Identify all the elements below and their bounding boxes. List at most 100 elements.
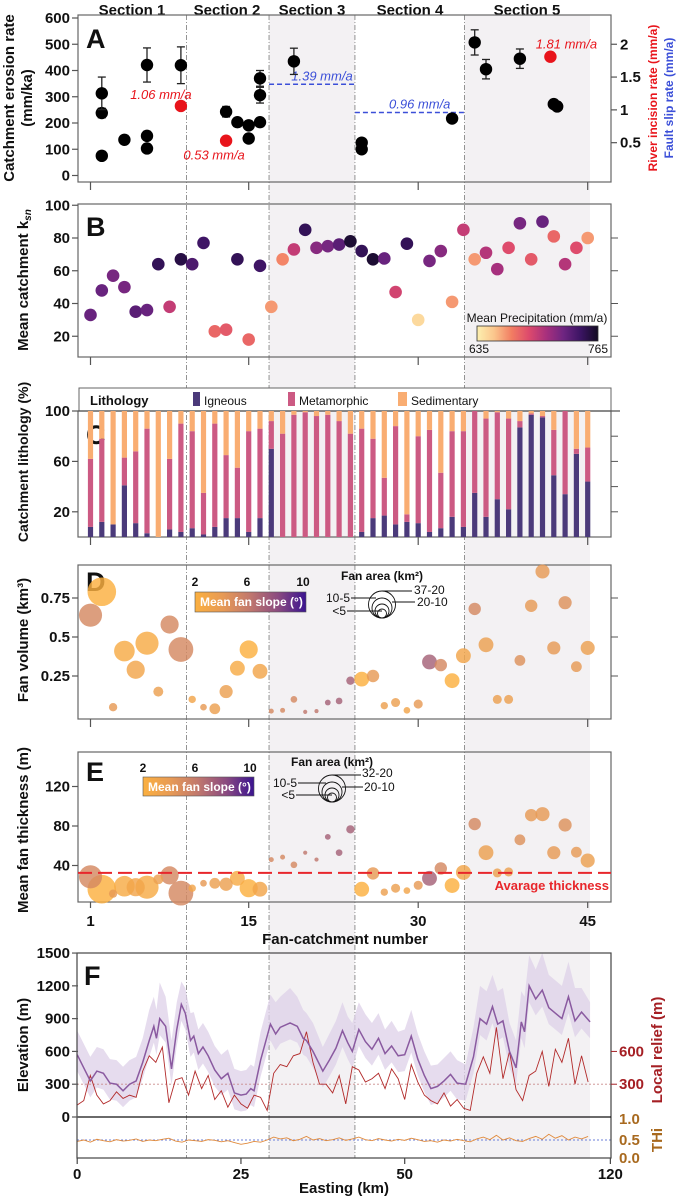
ksn-point bbox=[355, 244, 369, 258]
ksn-point bbox=[558, 257, 572, 271]
metamorphic-bar-segment bbox=[189, 431, 195, 529]
metamorphic-bar-segment bbox=[178, 423, 184, 532]
fan-volume-bubble bbox=[444, 673, 460, 689]
fan-thickness-bubble bbox=[229, 870, 245, 886]
panel-e-area-legend: Fan area (km²) 32-20 20-10 10-5 <5 bbox=[273, 755, 395, 803]
slope-tick-6: 6 bbox=[192, 761, 199, 775]
erosion-rate-point bbox=[253, 72, 267, 85]
metamorphic-legend-label: Metamorphic bbox=[299, 394, 368, 408]
lithology-legend-title: Lithology bbox=[90, 393, 149, 408]
ksn-point bbox=[332, 238, 346, 251]
fan-thickness-bubble bbox=[422, 870, 437, 886]
igneous-bar-segment bbox=[585, 481, 591, 537]
fan-thickness-bubble bbox=[580, 853, 595, 868]
ksn-point bbox=[163, 300, 176, 314]
igneous-bar-segment bbox=[562, 494, 568, 537]
metamorphic-bar-segment bbox=[517, 421, 523, 428]
sedimentary-bar-segment bbox=[539, 411, 546, 417]
metamorphic-bar-segment bbox=[494, 412, 500, 500]
panel-f-y-tick-label: 1200 bbox=[37, 978, 70, 995]
fan-thickness-bubble bbox=[160, 866, 179, 885]
relief-tick-label: 600 bbox=[619, 1043, 644, 1060]
area-class-label-1: 32-20 bbox=[362, 766, 393, 780]
metamorphic-bar-segment bbox=[404, 514, 410, 522]
slope-colorbar-label: Mean fan slope (°) bbox=[200, 595, 303, 609]
elevation-mean-line bbox=[76, 983, 591, 1096]
igneous-bar-segment bbox=[257, 518, 263, 537]
fan-volume-bubble bbox=[188, 695, 196, 704]
igneous-bar-segment bbox=[110, 524, 116, 537]
fan-volume-bubble bbox=[200, 703, 207, 711]
ksn-point bbox=[434, 244, 448, 258]
metamorphic-bar-segment bbox=[539, 416, 546, 418]
area-legend-circle bbox=[327, 792, 337, 803]
metamorphic-bar-segment bbox=[347, 433, 353, 537]
fan-thickness-bubble bbox=[78, 865, 103, 889]
igneous-swatch bbox=[193, 392, 200, 406]
sedimentary-bar-segment bbox=[573, 411, 579, 449]
sedimentary-bar-segment bbox=[133, 411, 139, 452]
fan-thickness-bubble bbox=[380, 888, 388, 896]
igneous-bar-segment bbox=[528, 414, 534, 537]
sedimentary-bar-segment bbox=[336, 411, 342, 422]
igneous-bar-segment bbox=[121, 485, 127, 537]
sedimentary-swatch bbox=[398, 392, 407, 406]
panel-e-frame bbox=[77, 751, 612, 903]
erosion-rate-point bbox=[355, 143, 368, 156]
thi-tick-label: 0.0 bbox=[619, 1150, 640, 1167]
sedimentary-bar-segment bbox=[404, 411, 410, 515]
slope-tick-6: 6 bbox=[244, 575, 251, 589]
panel-b-y-tick-label: 80 bbox=[53, 230, 70, 247]
fan-volume-bubble bbox=[160, 615, 179, 634]
fan-volume-bubble bbox=[468, 602, 481, 616]
igneous-bar-segment bbox=[212, 526, 218, 537]
metamorphic-bar-segment bbox=[370, 438, 376, 519]
lithology-legend: Lithology Igneous Metamorphic Sedimentar… bbox=[78, 387, 612, 412]
fan-volume-bubble bbox=[391, 697, 401, 708]
erosion-rate-point bbox=[253, 88, 267, 102]
sedimentary-bar-segment bbox=[167, 411, 173, 459]
erosion-rate-point bbox=[231, 116, 244, 129]
ksn-point bbox=[378, 252, 391, 265]
precipitation-colorbar-legend: Mean Precipitation (mm/a) 635 765 bbox=[467, 311, 609, 356]
fan-thickness-bubble bbox=[413, 880, 423, 890]
panel-e-y-tick-label: 80 bbox=[53, 818, 70, 835]
fan-thickness-bubble bbox=[126, 878, 145, 897]
panel-f-y-tick-label: 300 bbox=[45, 1076, 70, 1093]
ksn-point bbox=[491, 262, 504, 276]
ksn-point bbox=[366, 252, 380, 266]
sedimentary-bar-segment bbox=[302, 411, 308, 413]
erosion-rate-point bbox=[95, 87, 109, 100]
metamorphic-bar-segment bbox=[573, 448, 579, 454]
river-incision-label: 0.53 mm/a bbox=[183, 148, 244, 163]
igneous-bar-segment bbox=[87, 526, 94, 537]
sedimentary-bar-segment bbox=[506, 411, 512, 419]
panel-f-thi-axis-label: THi bbox=[649, 1128, 666, 1152]
metamorphic-bar-segment bbox=[200, 492, 207, 535]
sedimentary-bar-segment bbox=[144, 411, 150, 429]
slope-tick-10: 10 bbox=[243, 761, 257, 775]
sedimentary-legend-label: Sedimentary bbox=[411, 394, 478, 408]
fan-area-legend-title: Fan area (km²) bbox=[291, 755, 373, 769]
erosion-rate-point bbox=[174, 59, 188, 72]
sedimentary-bar-segment bbox=[415, 411, 421, 437]
sedimentary-bar-segment bbox=[110, 411, 116, 525]
fan-volume-bubble bbox=[324, 699, 331, 706]
erosion-rate-point bbox=[468, 36, 481, 49]
fault-slip-label: 0.96 mm/a bbox=[389, 97, 450, 112]
fan-volume-bubble bbox=[346, 676, 355, 685]
panel-a-y-tick-label: 500 bbox=[45, 36, 70, 53]
fan-volume-bubble bbox=[229, 660, 245, 676]
metamorphic-bar-segment bbox=[506, 418, 512, 510]
ksn-point bbox=[287, 243, 301, 256]
panel-f-frame bbox=[76, 952, 612, 1159]
ksn-point bbox=[174, 252, 188, 266]
ksn-point bbox=[129, 305, 142, 318]
igneous-bar-segment bbox=[167, 529, 173, 537]
panel-e-x-tick-label: 1 bbox=[86, 913, 94, 930]
metamorphic-bar-segment bbox=[460, 431, 466, 527]
fan-thickness-bubble bbox=[188, 884, 196, 892]
igneous-bar-segment bbox=[189, 528, 195, 537]
